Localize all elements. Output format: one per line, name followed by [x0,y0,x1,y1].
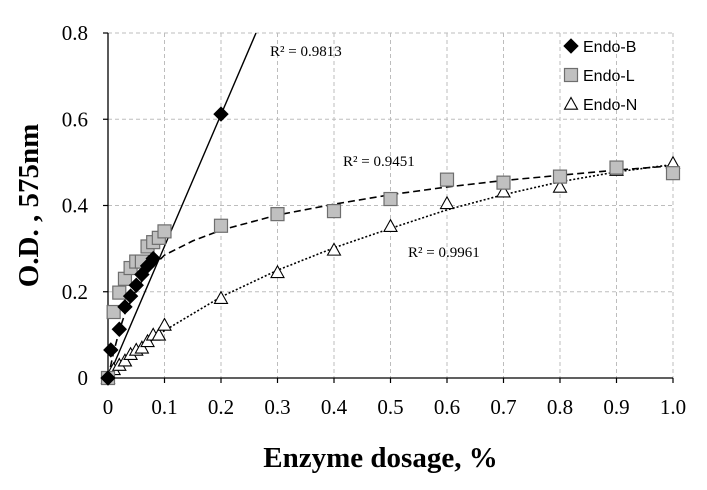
data-point-endo-n [134,340,150,354]
data-point-endo-b [100,370,116,386]
x-tick-label: 0 [103,395,114,419]
data-point-endo-n [213,290,229,304]
y-axis-title: O.D. , 575nm [13,124,45,288]
data-point-endo-b [117,299,133,315]
data-point-endo-l [106,304,121,320]
y-tick-label: 0.8 [62,21,88,45]
grid [108,32,674,378]
data-point-endo-b [213,106,229,122]
data-point-endo-n [270,264,285,279]
legend-marker-endo-n [563,96,579,110]
data-point-endo-l [326,204,342,219]
data-point-endo-b [128,277,144,293]
r2-label-endo-b: R² = 0.9813 [270,44,342,60]
data-point-endo-l [213,218,229,233]
x-tick-label: 0.9 [603,395,629,419]
r2-label-endo-l: R² = 0.9451 [343,154,415,170]
data-point-endo-l [552,169,568,184]
y-tick-label: 0 [78,366,89,390]
y-tick-label: 0.4 [62,194,89,218]
y-tick-label: 0.6 [62,107,88,131]
data-point-endo-n [157,317,172,331]
data-point-endo-b [122,288,139,304]
data-point-endo-l [270,207,285,222]
legend: Endo-B Endo-L Endo-N [563,38,637,114]
data-point-endo-n [151,327,167,341]
data-point-endo-n [326,242,342,256]
x-axis-title: Enzyme dosage, % [263,442,497,474]
markers [100,106,681,386]
data-point-endo-l [665,166,681,181]
labels: 0 0.1 0.2 0.3 0.4 0.5 0.6 0.7 0.8 0.9 1.0 0 0.2 0.4 0.… [13,21,686,474]
data-point-endo-b [103,342,119,358]
trendline-endo-n [108,163,673,378]
data-point-endo-b [111,321,128,337]
data-point-endo-b [145,250,161,267]
legend-label-endo-n: Endo-N [583,97,637,114]
data-point-endo-n [496,184,511,198]
x-tick-label: 1.0 [660,395,686,419]
data-point-endo-l [383,191,398,207]
legend-label-endo-b: Endo-B [583,39,636,56]
r2-label-endo-n: R² = 0.9961 [408,245,480,261]
x-tick-label: 0.6 [434,395,460,419]
data-point-endo-n [140,333,155,348]
x-tick-label: 0.3 [264,395,290,419]
x-tick-label: 0.7 [490,395,516,419]
x-tick-label: 0.5 [377,395,403,419]
legend-marker-endo-b [563,38,579,54]
data-point-endo-n [552,179,568,193]
x-tick-label: 0.2 [208,395,234,419]
data-point-endo-n [439,195,455,210]
data-point-endo-l [112,285,127,300]
x-tick-label: 0.8 [547,395,573,419]
data-point-endo-l [609,160,624,175]
trendline-endo-b [108,33,257,378]
data-point-endo-n [117,353,133,367]
data-point-endo-l [496,175,511,190]
legend-marker-endo-l [563,67,579,83]
axes [103,32,674,383]
data-point-endo-l [157,224,172,239]
data-point-endo-l [439,172,455,187]
y-tick-label: 0.2 [62,280,88,304]
data-point-endo-n [383,218,398,232]
x-tick-label: 0.1 [151,395,177,419]
x-tick-label: 0.4 [321,395,348,419]
legend-label-endo-l: Endo-L [583,68,635,85]
